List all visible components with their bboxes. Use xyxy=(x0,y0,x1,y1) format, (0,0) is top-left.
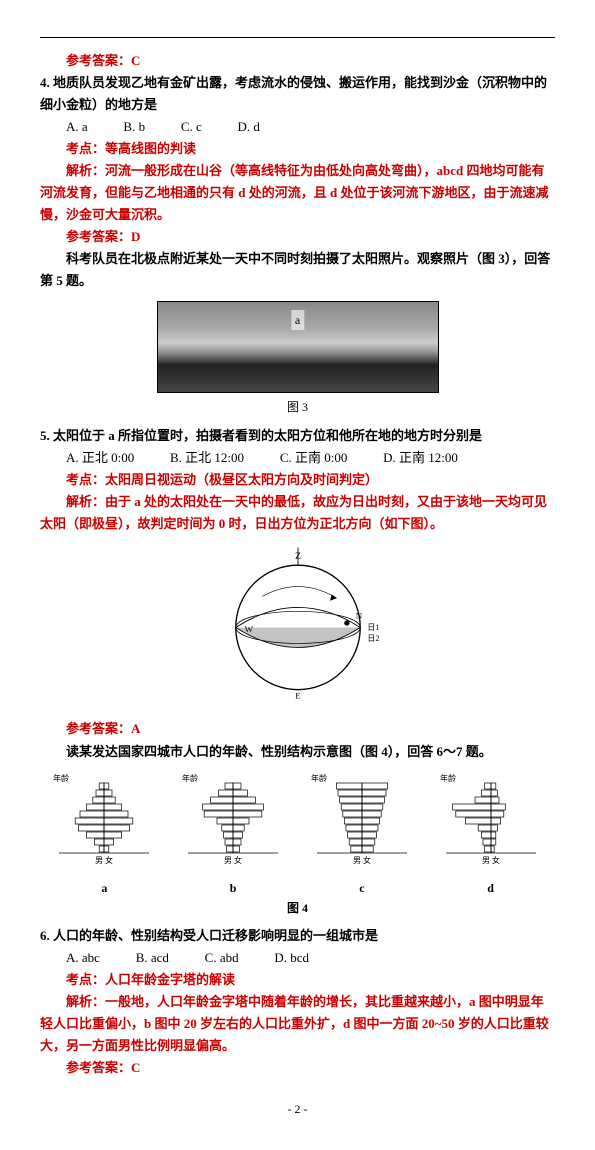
q5-opt-b: B. 正北 12:00 xyxy=(170,450,244,465)
q4-answer: 参考答案：D xyxy=(40,226,555,248)
q6-number: 6. xyxy=(40,928,50,943)
q4-options: A. a B. b C. c D. d xyxy=(66,116,555,138)
q5-block: 5. 太阳位于 a 所指位置时，拍摄者看到的太阳方位和他所在地的地方时分别是 A… xyxy=(40,425,555,535)
q6-opt-d: D. bcd xyxy=(274,950,309,965)
q5-point: 考点：太阳周日视运动（极昼区太阳方向及时间判定） xyxy=(40,469,555,491)
q5-stem: 太阳位于 a 所指位置时，拍摄者看到的太阳方位和他所在地的地方时分别是 xyxy=(53,428,482,443)
q4-opt-a: A. a xyxy=(66,119,88,134)
pyramid-b: 年龄男 女 b xyxy=(178,771,288,898)
q5-opt-c: C. 正南 0:00 xyxy=(280,450,348,465)
q6-analysis: 解析：一般地，人口年龄金字塔中随着年龄的增长，其比重越来越小，a 图中明显年轻人… xyxy=(40,991,555,1057)
pyr-a-label: a xyxy=(49,878,159,898)
q3-answer: 参考答案：C xyxy=(40,50,555,72)
q5-answer: 参考答案：A xyxy=(40,718,555,740)
pyr-d-label: d xyxy=(436,878,546,898)
globe-e: E xyxy=(295,691,300,701)
svg-text:年龄: 年龄 xyxy=(311,773,327,783)
q4-point: 考点：等高线图的判读 xyxy=(40,138,555,160)
globe-w: W xyxy=(244,624,253,634)
svg-text:男 女: 男 女 xyxy=(353,855,371,865)
photo-sun: a xyxy=(157,301,439,393)
q6-block: 6. 人口的年龄、性别结构受人口迁移影响明显的一组城市是 A. abc B. a… xyxy=(40,925,555,1080)
q4-opt-b: B. b xyxy=(123,119,145,134)
top-rule xyxy=(40,37,555,38)
q4-analysis: 解析：河流一般形成在山谷（等高线特征为由低处向高处弯曲），abcd 四地均可能有… xyxy=(40,160,555,226)
globe-z: Z xyxy=(295,551,301,562)
q5-number: 5. xyxy=(40,428,50,443)
fig4-caption: 图 4 xyxy=(40,898,555,918)
lead5: 科考队员在北极点附近某处一天中不同时刻拍摄了太阳照片。观察照片（图 3），回答第… xyxy=(40,248,555,292)
svg-text:年龄: 年龄 xyxy=(53,773,69,783)
svg-text:年龄: 年龄 xyxy=(440,773,456,783)
q5-opt-d: D. 正南 12:00 xyxy=(383,450,458,465)
globe-sun2: 日2 xyxy=(367,634,379,643)
q6-stem: 人口的年龄、性别结构受人口迁移影响明显的一组城市是 xyxy=(53,928,378,943)
q4-opt-d: D. d xyxy=(238,119,260,134)
pyr-b-label: b xyxy=(178,878,288,898)
q5-options: A. 正北 0:00 B. 正北 12:00 C. 正南 0:00 D. 正南 … xyxy=(66,447,555,469)
pyr-c-label: c xyxy=(307,878,417,898)
q4-stem: 地质队员发现乙地有金矿出露，考虑流水的侵蚀、搬运作用，能找到沙金（沉积物中的细小… xyxy=(40,75,547,112)
figure-3: a 图 3 xyxy=(40,301,555,417)
globe-n: N xyxy=(355,611,362,621)
q6-point: 考点：人口年龄金字塔的解读 xyxy=(40,969,555,991)
svg-text:男 女: 男 女 xyxy=(482,855,500,865)
pyramid-d: 年龄男 女 d xyxy=(436,771,546,898)
svg-text:年龄: 年龄 xyxy=(182,773,198,783)
page-footer: - 2 - xyxy=(40,1099,555,1119)
lead6: 读某发达国家四城市人口的年龄、性别结构示意图（图 4），回答 6～7 题。 xyxy=(40,741,555,763)
svg-text:男 女: 男 女 xyxy=(95,855,113,865)
q4-opt-c: C. c xyxy=(181,119,202,134)
pyramid-a: 年龄男 女 a xyxy=(49,771,159,898)
q5-analysis: 解析：由于 a 处的太阳处在一天中的最低，故应为日出时刻，又由于该地一天均可见太… xyxy=(40,491,555,535)
figure-4: 年龄男 女 a 年龄男 女 b 年龄男 女 c 年龄男 女 d xyxy=(40,771,555,898)
globe-figure: Z N E W 日1 日2 xyxy=(40,543,555,710)
svg-text:男 女: 男 女 xyxy=(224,855,242,865)
pyramid-c: 年龄男 女 c xyxy=(307,771,417,898)
q4-block: 4. 地质队员发现乙地有金矿出露，考虑流水的侵蚀、搬运作用，能找到沙金（沉积物中… xyxy=(40,72,555,249)
q6-opt-a: A. abc xyxy=(66,950,100,965)
q5-opt-a: A. 正北 0:00 xyxy=(66,450,134,465)
photo-label-a: a xyxy=(291,310,304,330)
globe-sun1: 日1 xyxy=(367,624,379,633)
globe-svg: Z N E W 日1 日2 xyxy=(208,543,388,703)
q6-answer: 参考答案：C xyxy=(40,1057,555,1079)
q4-number: 4. xyxy=(40,75,50,90)
q6-options: A. abc B. acd C. abd D. bcd xyxy=(66,947,555,969)
fig3-caption: 图 3 xyxy=(40,397,555,417)
q6-opt-c: C. abd xyxy=(205,950,239,965)
q6-opt-b: B. acd xyxy=(136,950,169,965)
